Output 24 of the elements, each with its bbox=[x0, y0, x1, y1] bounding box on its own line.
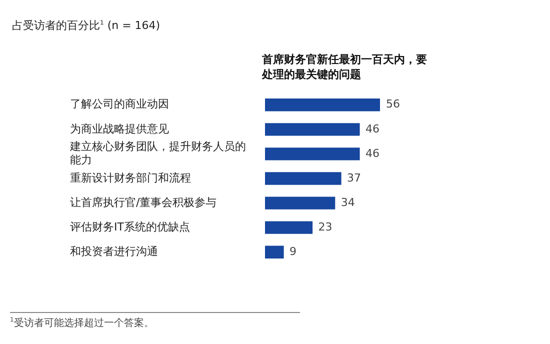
data-label: 9 bbox=[289, 244, 296, 258]
data-label: 46 bbox=[365, 146, 380, 160]
y-tick-label: 为商业战略提供意见 bbox=[70, 122, 169, 136]
y-tick-label: 建立核心财务团队，提升财务人员的能力 bbox=[69, 140, 246, 166]
text: $^{1}$受访者可能选择超过一个答案。 bbox=[10, 312, 300, 330]
data-label: 23 bbox=[318, 220, 332, 234]
bar bbox=[265, 172, 342, 185]
bar bbox=[265, 98, 380, 112]
bar bbox=[265, 221, 313, 234]
bar bbox=[265, 148, 360, 160]
bar bbox=[265, 123, 360, 136]
bar bbox=[265, 246, 284, 258]
data-label: 37 bbox=[346, 171, 361, 184]
data-label: 34 bbox=[340, 196, 355, 209]
y-tick-label: 让首席执行官/董事会积极参与 bbox=[70, 196, 217, 209]
data-label: 56 bbox=[386, 98, 400, 111]
y-tick-label: 评估财务IT系统的优缺点 bbox=[70, 220, 190, 234]
chart-subtitle: 首席财务官新任最初一百天内，要处理的最关键的问题 bbox=[262, 52, 427, 82]
bar bbox=[265, 196, 336, 210]
y-tick-label: 和投资者进行沟通 bbox=[70, 244, 158, 258]
y-tick-label: 重新设计财务部门和流程 bbox=[70, 171, 191, 184]
y-tick-label: 了解公司的商业动因 bbox=[70, 98, 169, 111]
data-label: 46 bbox=[365, 122, 380, 136]
text: 占受访者的百分比$^{1}$ (n = 164) bbox=[12, 18, 160, 33]
